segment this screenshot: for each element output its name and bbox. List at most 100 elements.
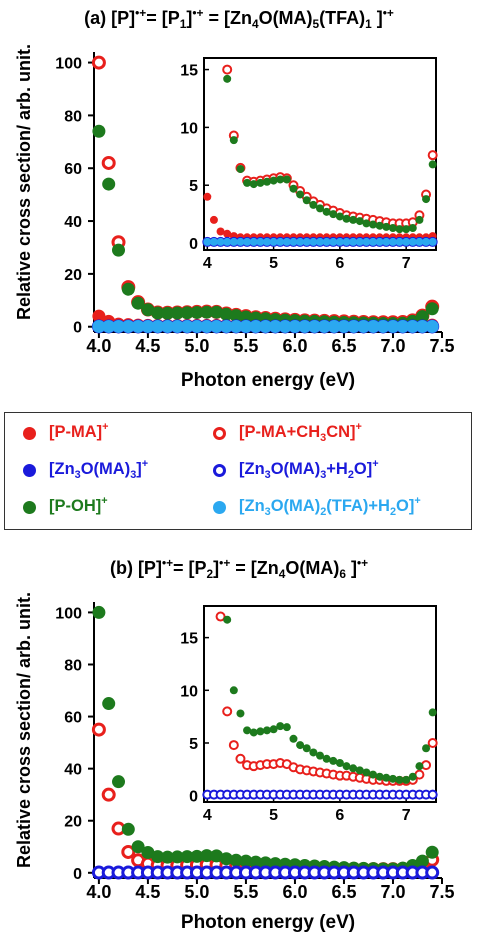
inset-data-point <box>203 237 212 246</box>
inset-data-point <box>316 237 324 246</box>
inset-data-point <box>362 237 371 246</box>
data-point <box>112 775 126 789</box>
data-point <box>366 319 380 333</box>
inset-data-point <box>342 214 351 223</box>
data-point <box>141 845 155 859</box>
inset-data-point <box>342 762 351 771</box>
data-point <box>161 319 175 333</box>
inset-data-point <box>249 728 258 737</box>
data-point <box>131 840 145 854</box>
inset-data-point <box>422 744 431 753</box>
inset-data-point <box>296 741 305 750</box>
inset-data-point <box>282 723 291 732</box>
inset-data-point <box>395 775 404 784</box>
inset-data-point <box>243 237 252 246</box>
inset-x-tick-label: 7 <box>402 807 411 824</box>
inset-data-point <box>427 737 438 748</box>
inset-data-point <box>256 727 265 736</box>
data-point <box>210 849 224 863</box>
inset-data-point <box>296 237 305 246</box>
inset-data-point <box>243 178 252 187</box>
inset-data-point <box>362 219 371 228</box>
data-point <box>415 854 429 868</box>
inset-x-tick-label: 4 <box>203 807 212 824</box>
inset-data-point <box>223 74 232 83</box>
data-point <box>357 319 371 333</box>
inset-plot-points <box>202 611 438 800</box>
inset-data-point <box>415 237 424 246</box>
inset-data-point <box>322 237 331 246</box>
inset-x-tick-label: 5 <box>269 255 278 272</box>
inset-data-point <box>236 237 245 246</box>
y-axis-label: Relative cross section/ arb. unit. <box>14 44 34 320</box>
data-point <box>396 319 410 333</box>
data-point <box>102 697 116 711</box>
inset-data-point <box>236 165 245 174</box>
inset-data-point <box>408 772 417 781</box>
data-point <box>425 302 439 316</box>
inset-data-point <box>235 753 246 764</box>
inset-y-tick-label: 5 <box>189 736 198 753</box>
data-point <box>210 305 224 319</box>
inset-data-point <box>249 237 258 246</box>
inset-data-point <box>428 160 437 169</box>
x-tick-label: 5.5 <box>233 336 258 356</box>
data-point <box>92 124 106 138</box>
data-point <box>92 309 106 323</box>
y-tick-label: 80 <box>64 657 82 674</box>
data-point <box>415 310 429 324</box>
data-point <box>180 319 194 333</box>
inset-data-point <box>382 237 391 246</box>
legend-label-zn3o-ma2-tfa-h2o: [Zn3O(MA)2(TFA)+H2O]+ <box>239 495 421 518</box>
inset-frame <box>203 57 437 251</box>
x-tick-label: 4.5 <box>135 336 160 356</box>
y-tick-label: 100 <box>55 56 82 73</box>
data-point <box>190 319 204 333</box>
data-point <box>317 319 331 333</box>
data-point <box>219 319 233 333</box>
inset-data-point <box>402 775 411 784</box>
inset-data-point <box>302 237 311 246</box>
y-tick-label: 20 <box>64 267 82 284</box>
legend-marker-zn3o-ma3 <box>23 464 36 477</box>
x-tick-label: 4.5 <box>135 882 160 902</box>
data-point <box>112 319 126 333</box>
legend-label-p-ma-ch3cn: [P-MA+CH3CN]+ <box>239 421 362 444</box>
inset-data-point <box>375 772 384 781</box>
legend-marker-zn3o-ma3-h2o <box>213 464 226 477</box>
x-tick-label: 4.0 <box>86 882 111 902</box>
data-point <box>268 319 282 333</box>
series-zn3o-ma-2-tfa-h2o <box>92 319 439 333</box>
inset-y-tick-label: 15 <box>180 631 198 648</box>
inset-data-point <box>415 762 424 771</box>
data-point <box>229 319 243 333</box>
data-point <box>327 319 341 333</box>
inset-data-point <box>222 706 233 717</box>
data-point <box>121 822 135 836</box>
inset-data-point <box>243 726 252 735</box>
inset-data-point <box>262 177 271 186</box>
data-point <box>415 319 429 333</box>
x-tick-label: 6.0 <box>282 336 307 356</box>
inset-plot-points <box>202 64 438 247</box>
inset-data-point <box>249 180 258 189</box>
inset-data-point <box>203 192 212 201</box>
inset-x-tick-label: 6 <box>335 255 344 272</box>
inset-data-point <box>388 237 397 246</box>
legend-marker-zn3o-ma2-tfa-h2o <box>213 501 226 514</box>
data-point <box>102 177 116 191</box>
inset-data-point <box>223 237 232 246</box>
inset-data-point <box>408 224 417 233</box>
inset-data-point <box>335 212 344 221</box>
inset-data-point <box>369 237 378 246</box>
data-point <box>131 319 145 333</box>
legend: [P-MA]+ [P-MA+CH3CN]+ [Zn3O(MA)3]+ [Zn3O… <box>4 412 472 530</box>
inset-data-point <box>209 237 218 246</box>
data-point <box>151 850 165 864</box>
data-point <box>298 319 312 333</box>
main-plot-points <box>91 55 440 334</box>
y-tick-label: 20 <box>64 814 82 831</box>
inset-y-tick-label: 10 <box>180 683 198 700</box>
inset-data-point <box>335 237 344 246</box>
inset-data-point <box>388 774 397 783</box>
